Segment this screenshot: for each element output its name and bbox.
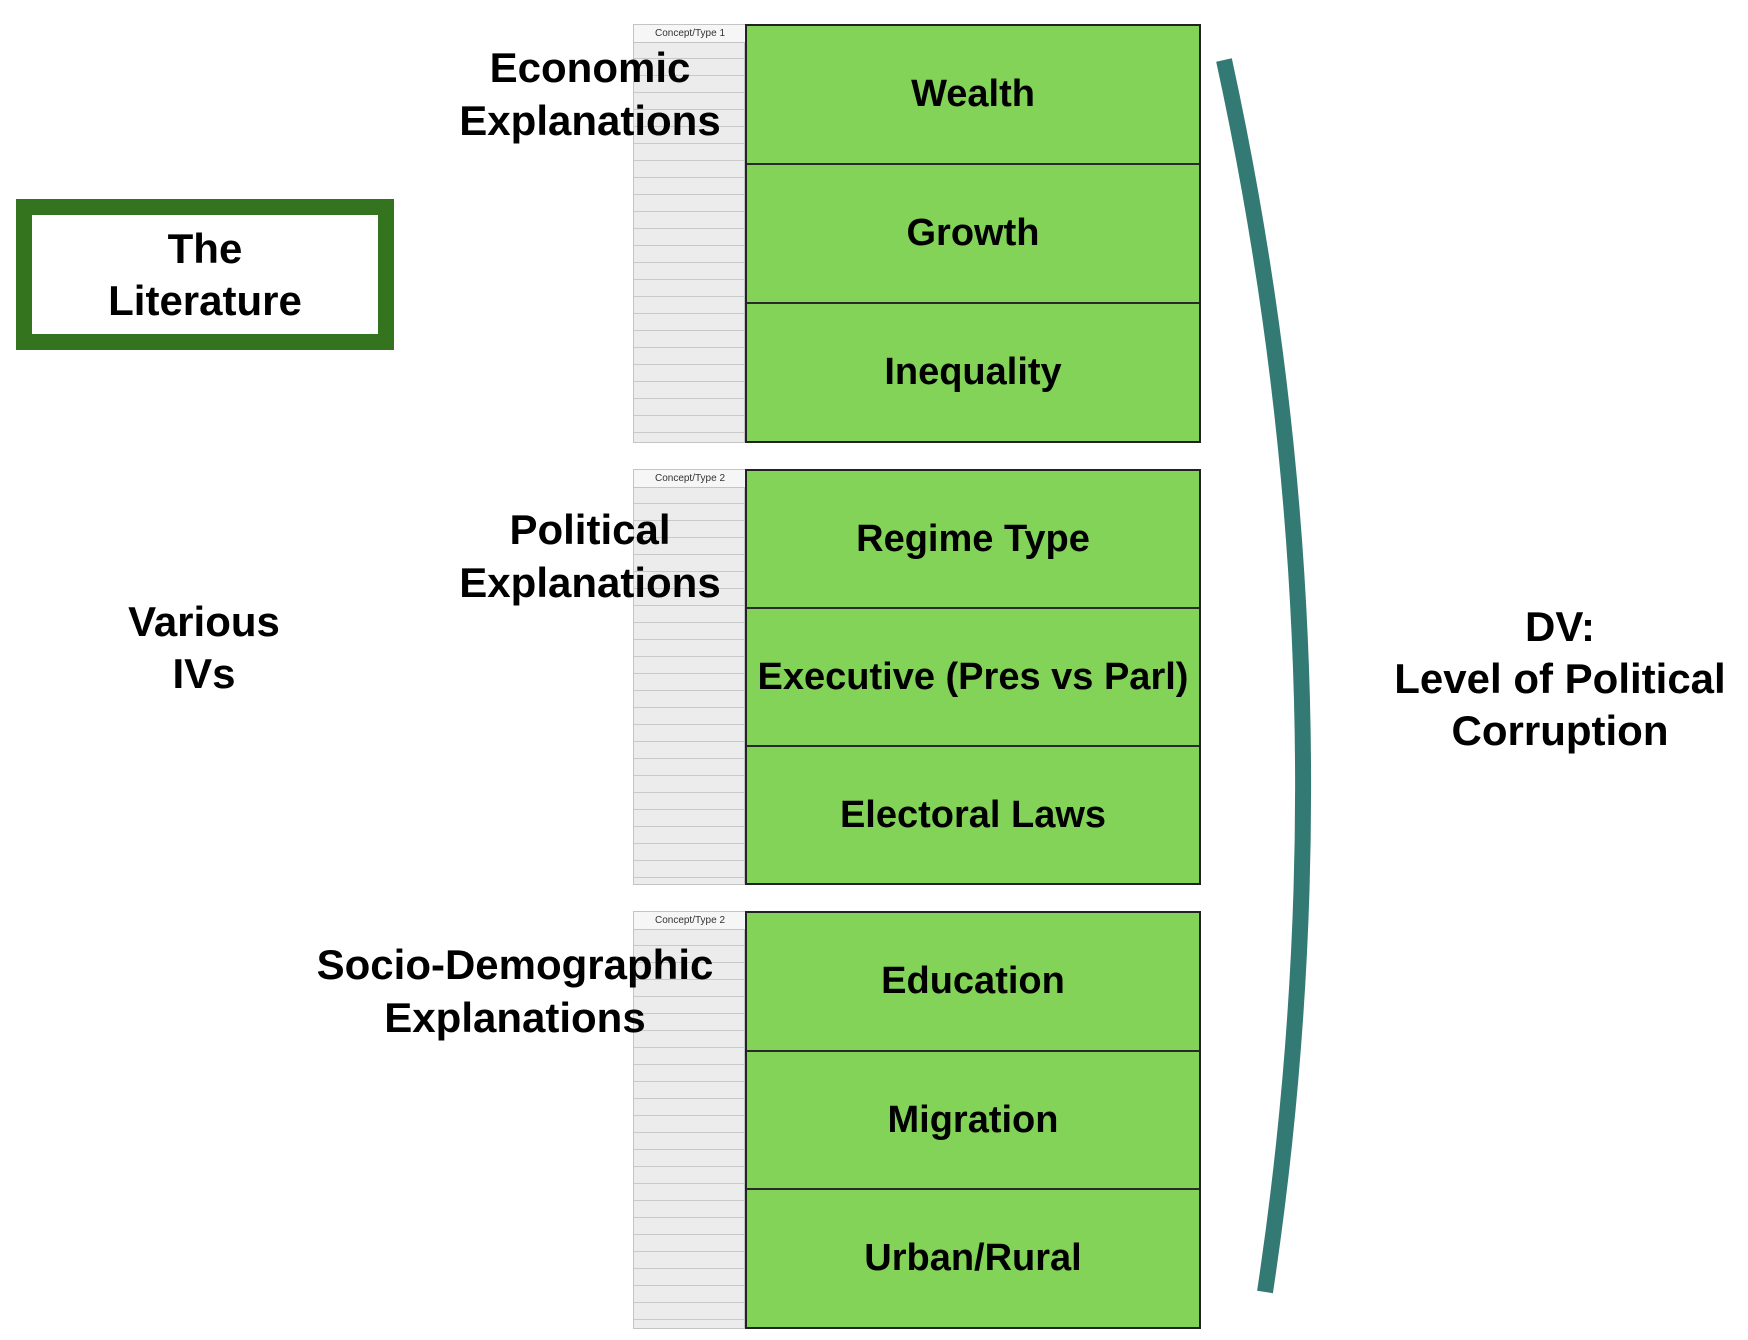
grid-header: Concept/Type 1 <box>634 25 746 43</box>
background-grid: Concept/Type 1 <box>633 24 746 443</box>
economic-group: Concept/Type 1 Wealth Growth Inequality <box>633 24 1203 443</box>
political-variables: Regime Type Executive (Pres vs Parl) Ele… <box>745 469 1201 885</box>
variable-electoral-laws: Electoral Laws <box>747 747 1199 883</box>
socio-demographic-group: Concept/Type 2 Education Migration Urban… <box>633 911 1203 1329</box>
various-ivs-label: Various IVs <box>128 598 280 697</box>
variable-executive: Executive (Pres vs Parl) <box>747 609 1199 747</box>
literature-box-label: The Literature <box>108 224 302 324</box>
category-political: Political Explanations <box>459 506 721 606</box>
economic-variables: Wealth Growth Inequality <box>745 24 1201 443</box>
variable-regime-type: Regime Type <box>747 471 1199 609</box>
category-socio-demographic: Socio-Demographic Explanations <box>316 941 714 1041</box>
literature-box: The Literature <box>16 199 394 350</box>
dv-label: DV: Level of Political Corruption <box>1394 603 1726 754</box>
grid-header: Concept/Type 2 <box>634 470 746 488</box>
grid-header: Concept/Type 2 <box>634 912 746 930</box>
socio-demographic-variables: Education Migration Urban/Rural <box>745 911 1201 1329</box>
variable-inequality: Inequality <box>747 304 1199 441</box>
variable-growth: Growth <box>747 165 1199 304</box>
bracket-arc-path <box>1216 58 1312 1294</box>
background-grid: Concept/Type 2 <box>633 911 746 1329</box>
category-economic: Economic Explanations <box>459 44 721 144</box>
variable-migration: Migration <box>747 1051 1199 1191</box>
variable-urban-rural: Urban/Rural <box>747 1190 1199 1328</box>
variable-education: Education <box>747 913 1199 1052</box>
political-group: Concept/Type 2 Regime Type Executive (Pr… <box>633 469 1203 885</box>
background-grid: Concept/Type 2 <box>633 469 746 885</box>
variable-wealth: Wealth <box>747 26 1199 165</box>
